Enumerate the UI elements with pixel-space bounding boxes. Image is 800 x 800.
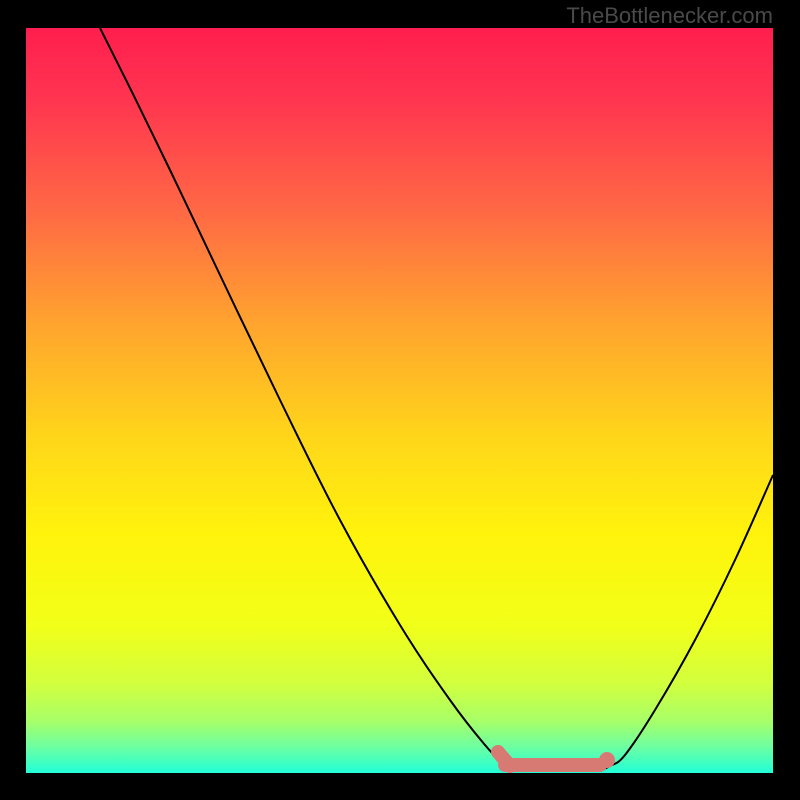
optimal-range-segment — [498, 752, 510, 766]
optimal-range-end-dot — [599, 752, 615, 768]
optimal-range-marker — [498, 752, 615, 768]
bottleneck-curve — [100, 28, 773, 770]
watermark-text: TheBottlenecker.com — [566, 3, 773, 29]
curve-layer — [0, 0, 800, 800]
bottleneck-chart: TheBottlenecker.com — [0, 0, 800, 800]
plot-area — [26, 28, 773, 773]
